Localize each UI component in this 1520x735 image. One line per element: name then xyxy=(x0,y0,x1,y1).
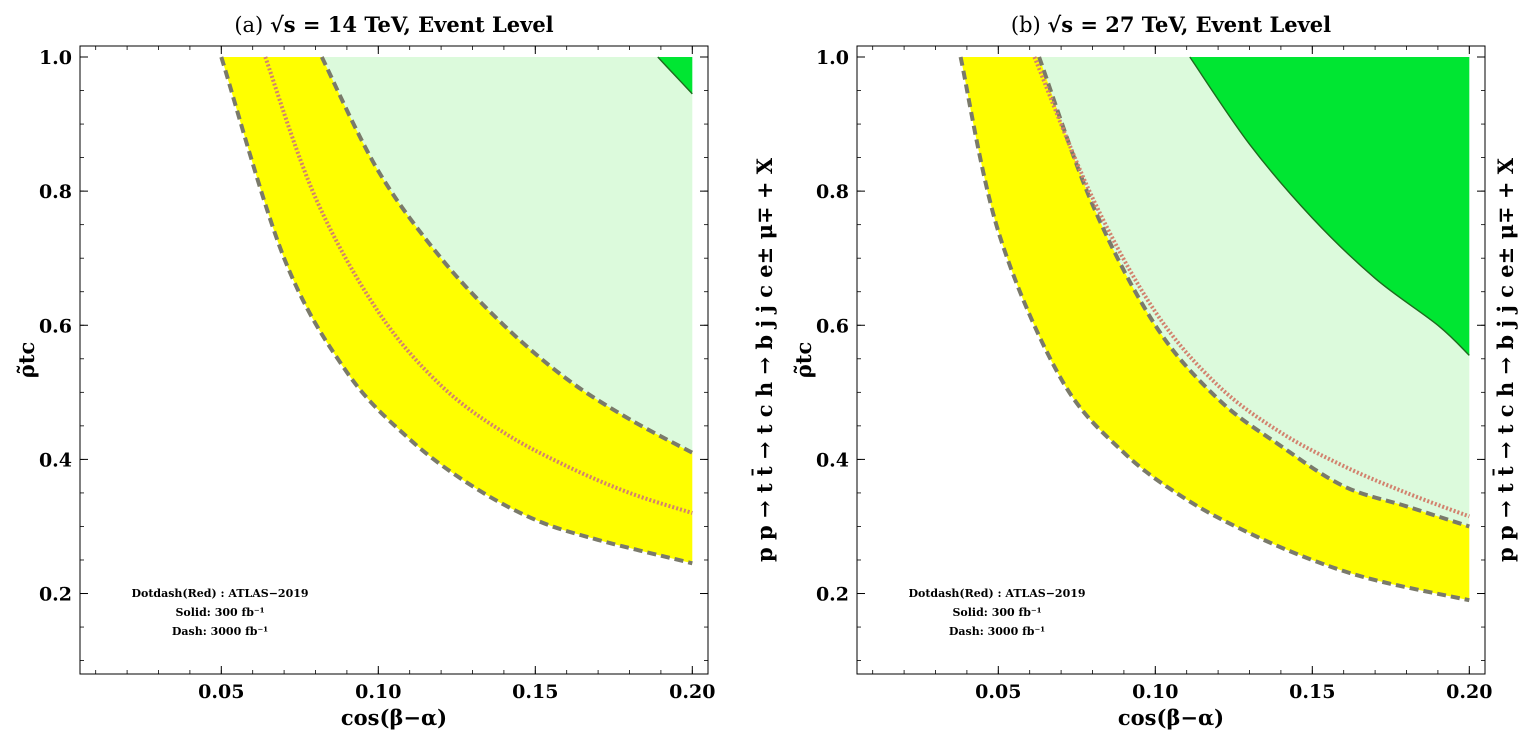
y-tick-label: 0.2 xyxy=(39,584,72,606)
y-tick-label: 0.6 xyxy=(39,315,72,337)
solid-curve-300 xyxy=(657,56,693,95)
annotation-line: Dotdash(Red) : ATLAS−2019 xyxy=(131,587,308,600)
x-tick-label: 0.10 xyxy=(1132,681,1178,703)
y-tick-label: 0.8 xyxy=(816,181,849,203)
y-axis-label: ρ̃tc xyxy=(791,342,816,378)
process-label-b: p p → t t̄ → t c h → b j j c e± μ∓ + X xyxy=(1493,157,1518,562)
x-axis-label: cos(β−α) xyxy=(1118,705,1224,730)
y-tick-label: 0.6 xyxy=(816,315,849,337)
annotation-line: Solid: 300 fb⁻¹ xyxy=(952,606,1041,619)
dotdash-curve-atlas xyxy=(1032,56,1470,519)
dash-curve-3000-lower xyxy=(958,56,1470,603)
y-tick-label: 0.2 xyxy=(816,584,849,606)
annotation-line: Solid: 300 fb⁻¹ xyxy=(175,606,264,619)
dash-curve-3000-upper xyxy=(320,56,694,455)
solid-curve-300 xyxy=(1189,56,1470,356)
chart-title: (a) √s = 14 TeV, Event Level xyxy=(234,12,553,37)
plot-frame xyxy=(856,45,1486,675)
chart-panel-b: 0.05 0.10 0.15 0.20 0.2 0.4 0.6 0.8 1.0 (b) √s = … xyxy=(791,12,1492,730)
x-axis-label: cos(β−α) xyxy=(341,705,447,730)
y-tick-label: 0.4 xyxy=(816,449,849,471)
dash-curve-3000-upper xyxy=(1037,56,1470,529)
plot-frame xyxy=(79,45,709,675)
x-tick-label: 0.10 xyxy=(355,681,401,703)
yellow-band xyxy=(221,57,693,564)
chart-panel-a: 0.05 0.10 0.15 0.20 0.2 0.4 0.6 0.8 1.0 (a) √s = … xyxy=(14,12,715,730)
x-tick-label: 0.20 xyxy=(669,681,715,703)
annotation-line: Dash: 3000 fb⁻¹ xyxy=(172,625,268,638)
x-tick-label: 0.05 xyxy=(975,681,1021,703)
x-tick-label: 0.15 xyxy=(512,681,558,703)
excluded-region-3000 xyxy=(321,57,693,453)
y-tick-label: 0.4 xyxy=(39,449,72,471)
dash-curve-3000-lower xyxy=(219,56,693,566)
yellow-band xyxy=(960,57,1470,601)
dotdash-curve-atlas xyxy=(263,56,693,515)
x-tick-label: 0.20 xyxy=(1446,681,1492,703)
y-tick-label: 1.0 xyxy=(39,47,72,69)
excluded-region-300 xyxy=(1189,57,1470,356)
x-tick-label: 0.15 xyxy=(1289,681,1335,703)
x-tick-label: 0.05 xyxy=(198,681,244,703)
annotation-line: Dotdash(Red) : ATLAS−2019 xyxy=(908,587,1085,600)
y-tick-label: 1.0 xyxy=(816,47,849,69)
y-tick-label: 0.8 xyxy=(39,181,72,203)
y-axis-label: ρ̃tc xyxy=(14,342,39,378)
process-label-a: p p → t t̄ → t c h → b j j c e± μ∓ + X xyxy=(752,157,777,562)
chart-title: (b) √s = 27 TeV, Event Level xyxy=(1011,12,1331,37)
annotation-line: Dash: 3000 fb⁻¹ xyxy=(949,625,1045,638)
